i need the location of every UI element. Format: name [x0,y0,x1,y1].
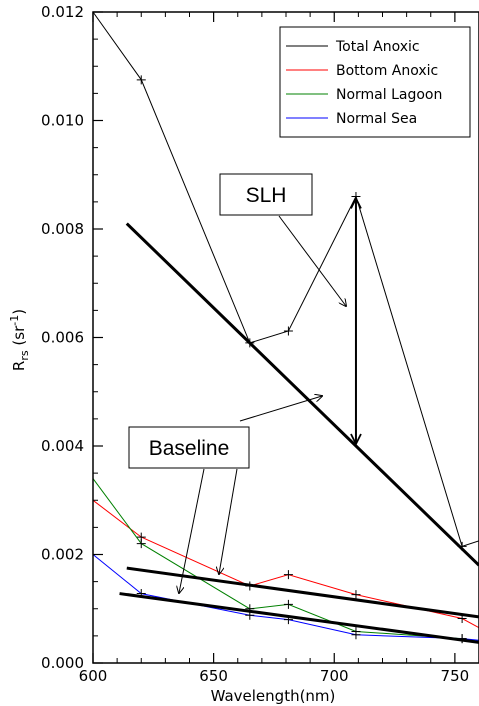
y-tick-label: 0.010 [41,112,84,130]
tick-layer: 600 650 700 750 0.000 0.002 0.004 0.006 0.008 0.0… [41,3,479,685]
y-tick-label: 0.006 [41,329,84,347]
baseline-pointer-arrow-2 [219,468,238,574]
legend-box [279,26,471,138]
point-normal-lagoon [136,539,146,549]
legend-label-normal-lagoon: Normal Lagoon [336,87,442,103]
y-tick-label: 0.000 [41,654,84,672]
point-bottom-anoxic [351,590,361,600]
slh-pointer-arrow-baseline [239,396,322,422]
baseline-annotation: Baseline [128,426,250,593]
slh-label-box [219,173,313,216]
baseline-line-2 [126,566,479,619]
x-tick-label: 750 [441,667,470,685]
slh-pointer-arrow [278,215,346,306]
point-normal-sea [351,630,361,640]
y-axis-title-exp: -1 [8,315,21,326]
baseline-line-3 [119,592,479,644]
x-tick-label: 700 [320,667,349,685]
y-tick-label: 0.008 [41,220,84,238]
baseline-line-1 [125,222,479,567]
baseline-layer [119,222,479,644]
legend-label-total-anoxic: Total Anoxic [335,39,420,55]
legend-label-bottom-anoxic: Bottom Anoxic [336,63,438,79]
slh-height-arrowhead-bottom [350,433,362,447]
point-bottom-anoxic [283,570,293,580]
y-axis-title-close: ) [10,309,28,315]
y-tick-label: 0.012 [41,3,84,21]
y-tick-label: 0.004 [41,437,84,455]
y-axis-title-main: R [10,361,28,371]
y-axis-title-sub: rs [18,350,31,361]
y-axis-title: Rrs (sr-1) [8,309,31,371]
baseline-label-box [128,426,250,469]
slh-height-arrowhead-top [350,196,362,209]
baseline-label: Baseline [149,437,230,460]
slh-annotation: SLH [219,173,362,447]
y-tick-label: 0.002 [41,546,84,564]
x-axis-title: Wavelength(nm) [211,687,336,705]
baseline-pointer-arrow-1 [179,468,205,593]
point-normal-lagoon [283,599,293,609]
slh-label: SLH [246,184,287,207]
x-tick-label: 650 [199,667,228,685]
x-tick-label: 600 [79,667,108,685]
y-axis-title-unit: (sr [10,325,28,350]
legend-label-normal-sea: Normal Sea [336,111,417,127]
point-total-anoxic [136,75,146,85]
legend: Total Anoxic Bottom Anoxic Normal Lagoon… [279,26,471,138]
point-total-anoxic [283,326,293,336]
